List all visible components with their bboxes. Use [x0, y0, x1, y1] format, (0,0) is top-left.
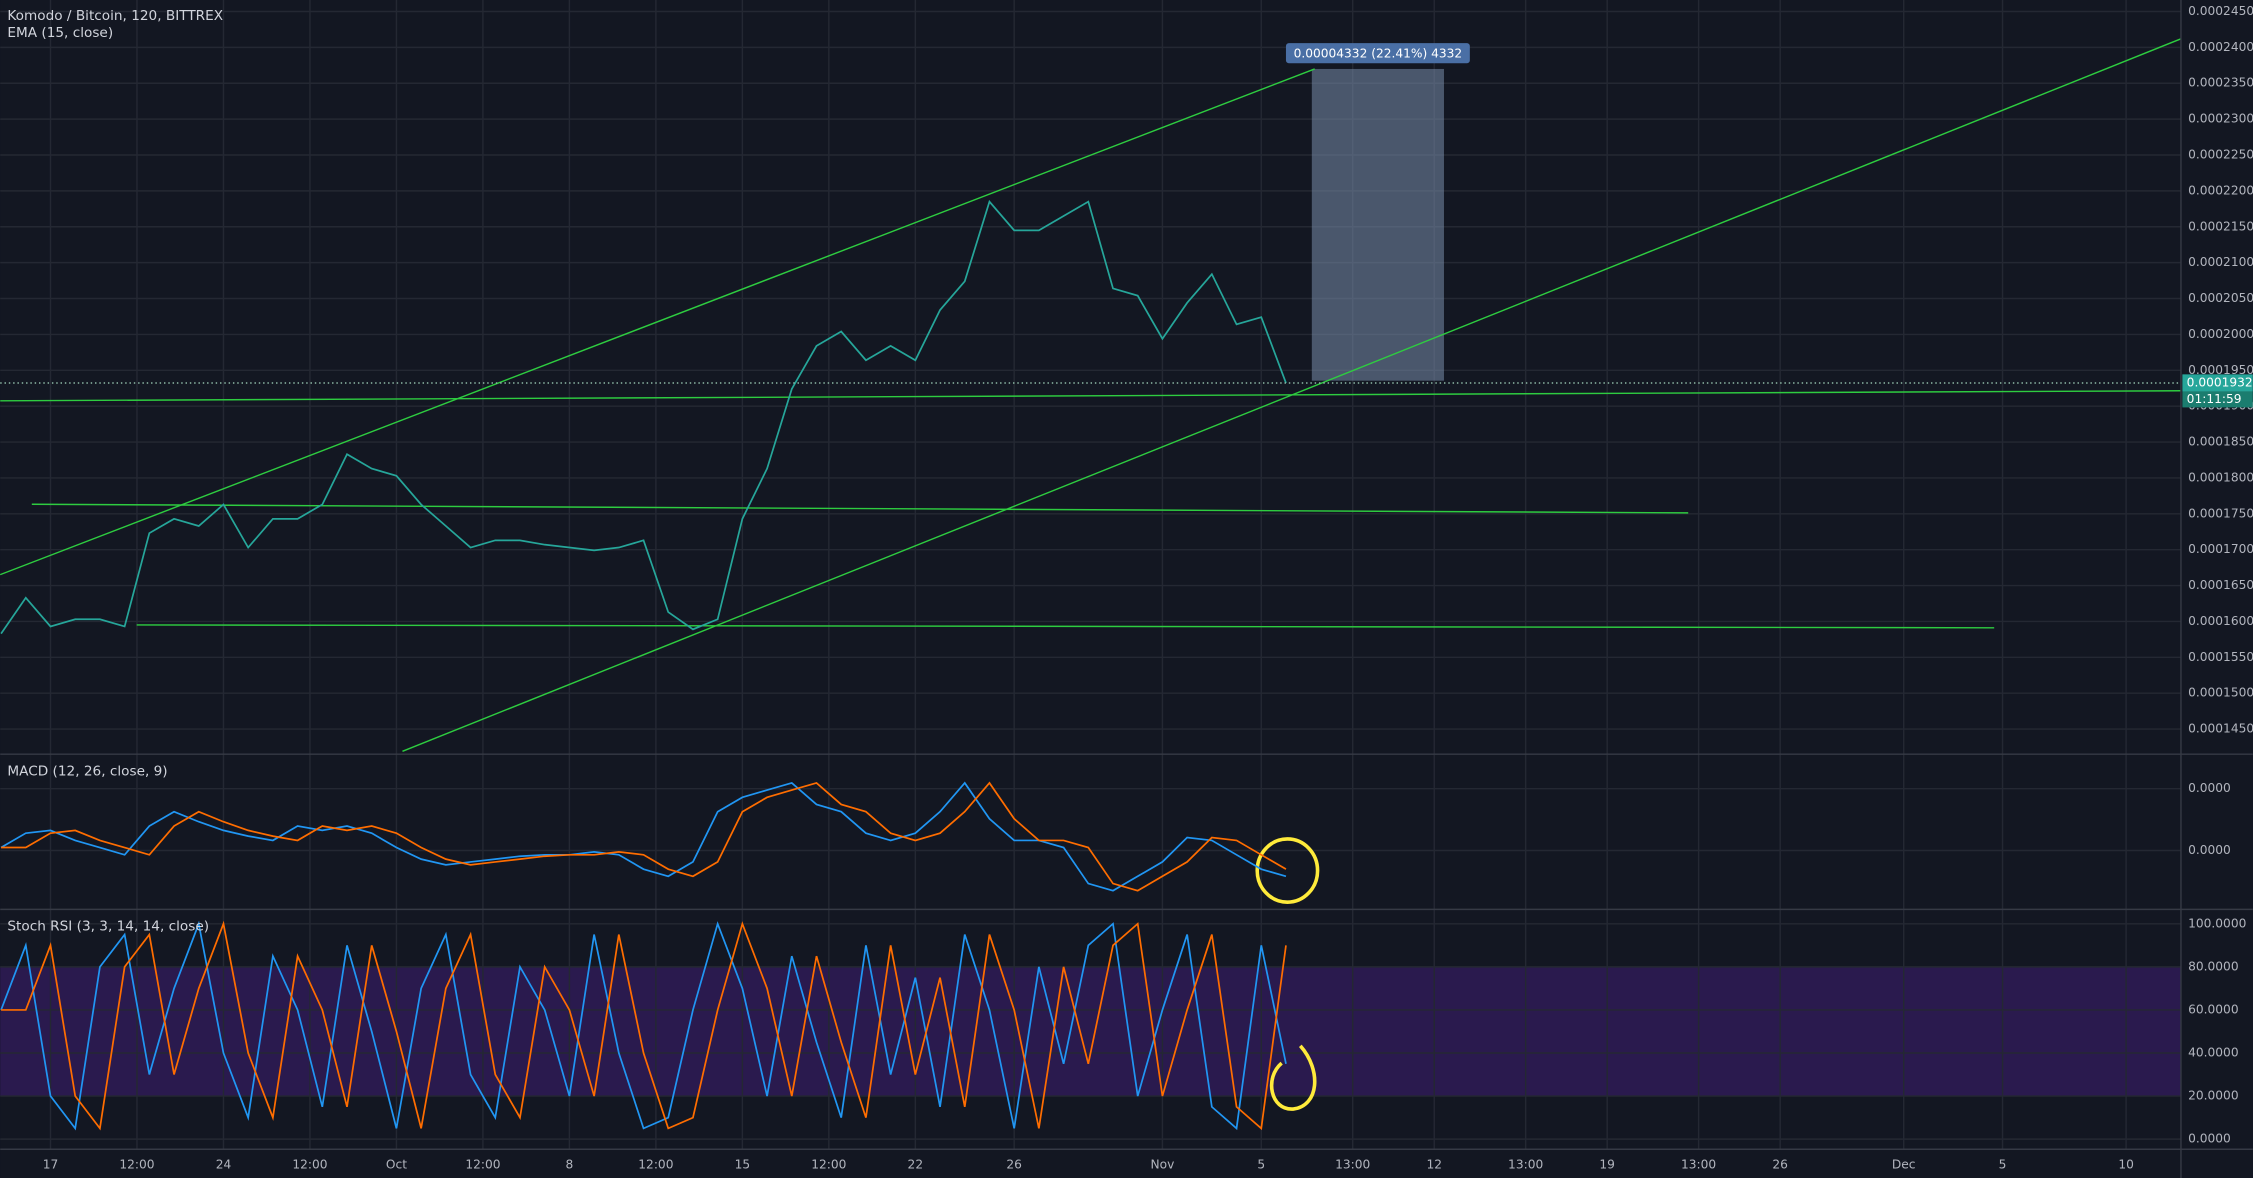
last-price-label: 0.00019323: [2187, 375, 2253, 389]
x-tick-label: 12:00: [811, 1158, 846, 1172]
x-tick-label: 12:00: [465, 1158, 500, 1172]
x-tick-label: 17: [43, 1158, 59, 1172]
y-tick-label: 0.00021000: [2188, 255, 2253, 269]
chart-title: Komodo / Bitcoin, 120, BITTREX: [7, 8, 223, 24]
series-line: [1, 781, 1287, 892]
y-tick-label: 0.00020500: [2188, 291, 2253, 305]
overbought-band: [0, 966, 2181, 1097]
x-tick-label: 19: [1599, 1158, 1615, 1172]
measure-box: [1311, 68, 1444, 381]
y-tick-label: 0.00015500: [2188, 650, 2253, 664]
indicator-label: EMA (15, close): [7, 25, 113, 41]
y-tick-label: 0.00023500: [2188, 76, 2253, 90]
x-tick-label: Oct: [386, 1158, 407, 1172]
x-tick-label: 8: [566, 1158, 574, 1172]
series-line: [0, 920, 1287, 1131]
labels: Komodo / Bitcoin, 120, BITTREX EMA (15, …: [7, 4, 2253, 1172]
highlight-circle: [1255, 837, 1320, 904]
y-tick-label: 0.00014500: [2188, 722, 2253, 736]
x-tick-label: 10: [2118, 1158, 2134, 1172]
y-tick-label: 0.00018000: [2188, 470, 2253, 484]
measure-label: 0.00004332 (22.41%) 4332: [1294, 46, 1463, 60]
grid-layer: [0, 0, 2181, 1150]
y-tick-label: 0.00022500: [2188, 148, 2253, 162]
last-price-tag: [2182, 374, 2253, 392]
x-tick-label: Dec: [1892, 1158, 1916, 1172]
highlight-circle: [1269, 1044, 1317, 1111]
support-line: [31, 503, 1689, 514]
y-tick-label: 0.0000: [2188, 1132, 2231, 1146]
x-tick-label: 5: [1999, 1158, 2007, 1172]
y-tick-label: 100.0000: [2188, 916, 2246, 930]
y-tick-label: 0.00021500: [2188, 219, 2253, 233]
y-tick-label: 0.0000: [2188, 843, 2231, 857]
y-tick-label: 0.00024500: [2188, 4, 2253, 18]
y-tick-label: 0.00017500: [2188, 506, 2253, 520]
x-tick-label: 22: [908, 1158, 924, 1172]
x-tick-label: 26: [1772, 1158, 1788, 1172]
x-tick-label: 15: [735, 1158, 751, 1172]
y-tick-label: 0.00015000: [2188, 686, 2253, 700]
y-tick-label: 40.0000: [2188, 1046, 2238, 1060]
x-tick-label: 26: [1006, 1158, 1022, 1172]
y-tick-label: 0.0000: [2188, 781, 2231, 795]
support-line: [0, 390, 2181, 402]
drawings: 0.00004332 (22.41%) 4332: [0, 38, 2182, 1111]
y-tick-label: 0.00020000: [2188, 327, 2253, 341]
measure-label-box: [1285, 43, 1470, 64]
countdown-tag: [2182, 391, 2253, 408]
y-tick-label: 80.0000: [2188, 959, 2238, 973]
x-tick-label: Nov: [1151, 1158, 1175, 1172]
indicator-label: MACD (12, 26, close, 9): [7, 763, 167, 779]
indicator-label: Stoch RSI (3, 3, 14, 14, close): [7, 919, 209, 935]
y-tick-label: 0.00017000: [2188, 542, 2253, 556]
support-line: [136, 624, 1995, 629]
countdown-label: 01:11:59: [2187, 392, 2242, 406]
x-tick-label: 12:00: [638, 1158, 673, 1172]
series-line: [0, 781, 1287, 892]
series-line: [1, 920, 1287, 1131]
x-tick-label: 12: [1426, 1158, 1442, 1172]
under-layer: [0, 966, 2181, 1097]
y-tick-label: 0.00022000: [2188, 183, 2253, 197]
x-tick-label: 12:00: [292, 1158, 327, 1172]
marks: [0, 199, 2181, 1131]
x-tick-label: 5: [1257, 1158, 1265, 1172]
y-tick-label: 0.00023000: [2188, 112, 2253, 126]
y-tick-label: 60.0000: [2188, 1002, 2238, 1016]
y-tick-label: 0.00016500: [2188, 578, 2253, 592]
y-tick-label: 0.00016000: [2188, 614, 2253, 628]
x-tick-label: 13:00: [1681, 1158, 1716, 1172]
y-tick-label: 0.00019500: [2188, 363, 2253, 377]
y-tick-label: 20.0000: [2188, 1089, 2238, 1103]
x-tick-label: 13:00: [1508, 1158, 1543, 1172]
x-tick-label: 13:00: [1335, 1158, 1370, 1172]
series-line: [0, 199, 1287, 635]
x-tick-label: 24: [216, 1158, 232, 1172]
trend-line: [0, 68, 1315, 576]
x-tick-label: 12:00: [119, 1158, 154, 1172]
y-tick-label: 0.00024000: [2188, 40, 2253, 54]
y-tick-label: 0.00018500: [2188, 435, 2253, 449]
